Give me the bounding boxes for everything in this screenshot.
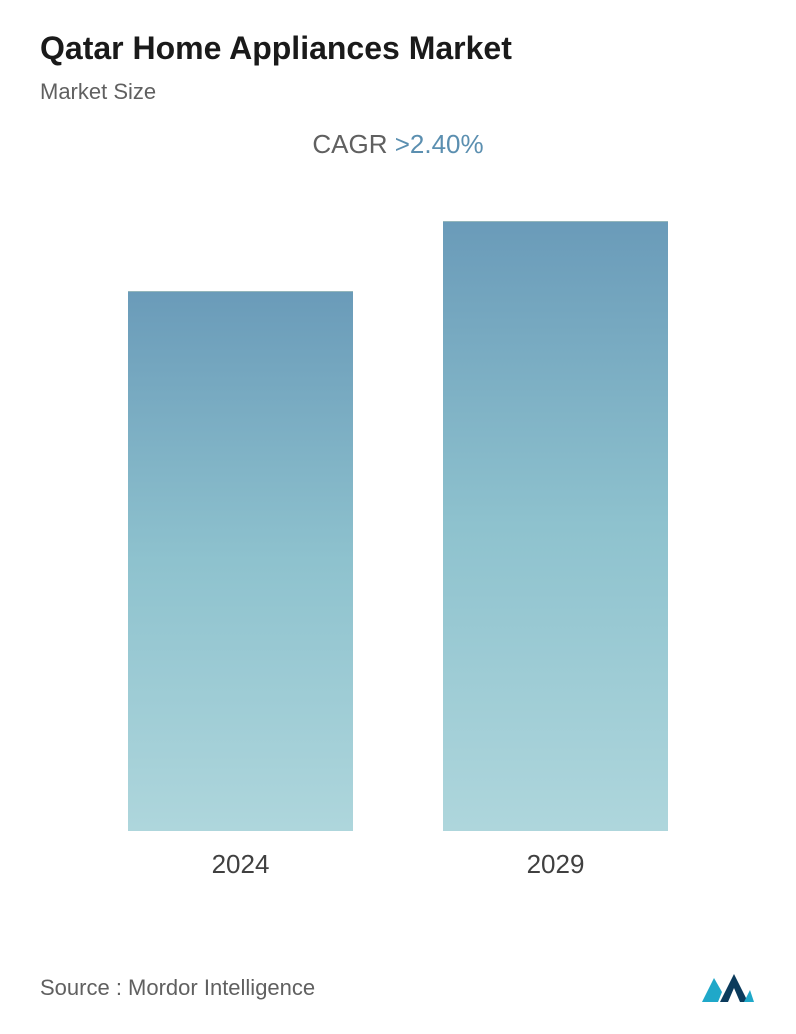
- cagr-value: >2.40%: [395, 129, 484, 159]
- bar-label-2029: 2029: [527, 849, 585, 880]
- bar-2024: [128, 291, 353, 831]
- bar-group-2029: 2029: [443, 221, 668, 880]
- bar-group-2024: 2024: [128, 291, 353, 880]
- bar-chart: 2024 2029: [40, 220, 756, 880]
- chart-footer: Source : Mordor Intelligence: [40, 970, 756, 1006]
- mordor-logo-icon: [700, 970, 756, 1006]
- cagr-label: CAGR: [312, 129, 394, 159]
- source-attribution: Source : Mordor Intelligence: [40, 975, 315, 1001]
- bar-label-2024: 2024: [212, 849, 270, 880]
- bar-2029: [443, 221, 668, 831]
- cagr-display: CAGR >2.40%: [40, 129, 756, 160]
- chart-subtitle: Market Size: [40, 79, 756, 105]
- chart-title: Qatar Home Appliances Market: [40, 30, 756, 67]
